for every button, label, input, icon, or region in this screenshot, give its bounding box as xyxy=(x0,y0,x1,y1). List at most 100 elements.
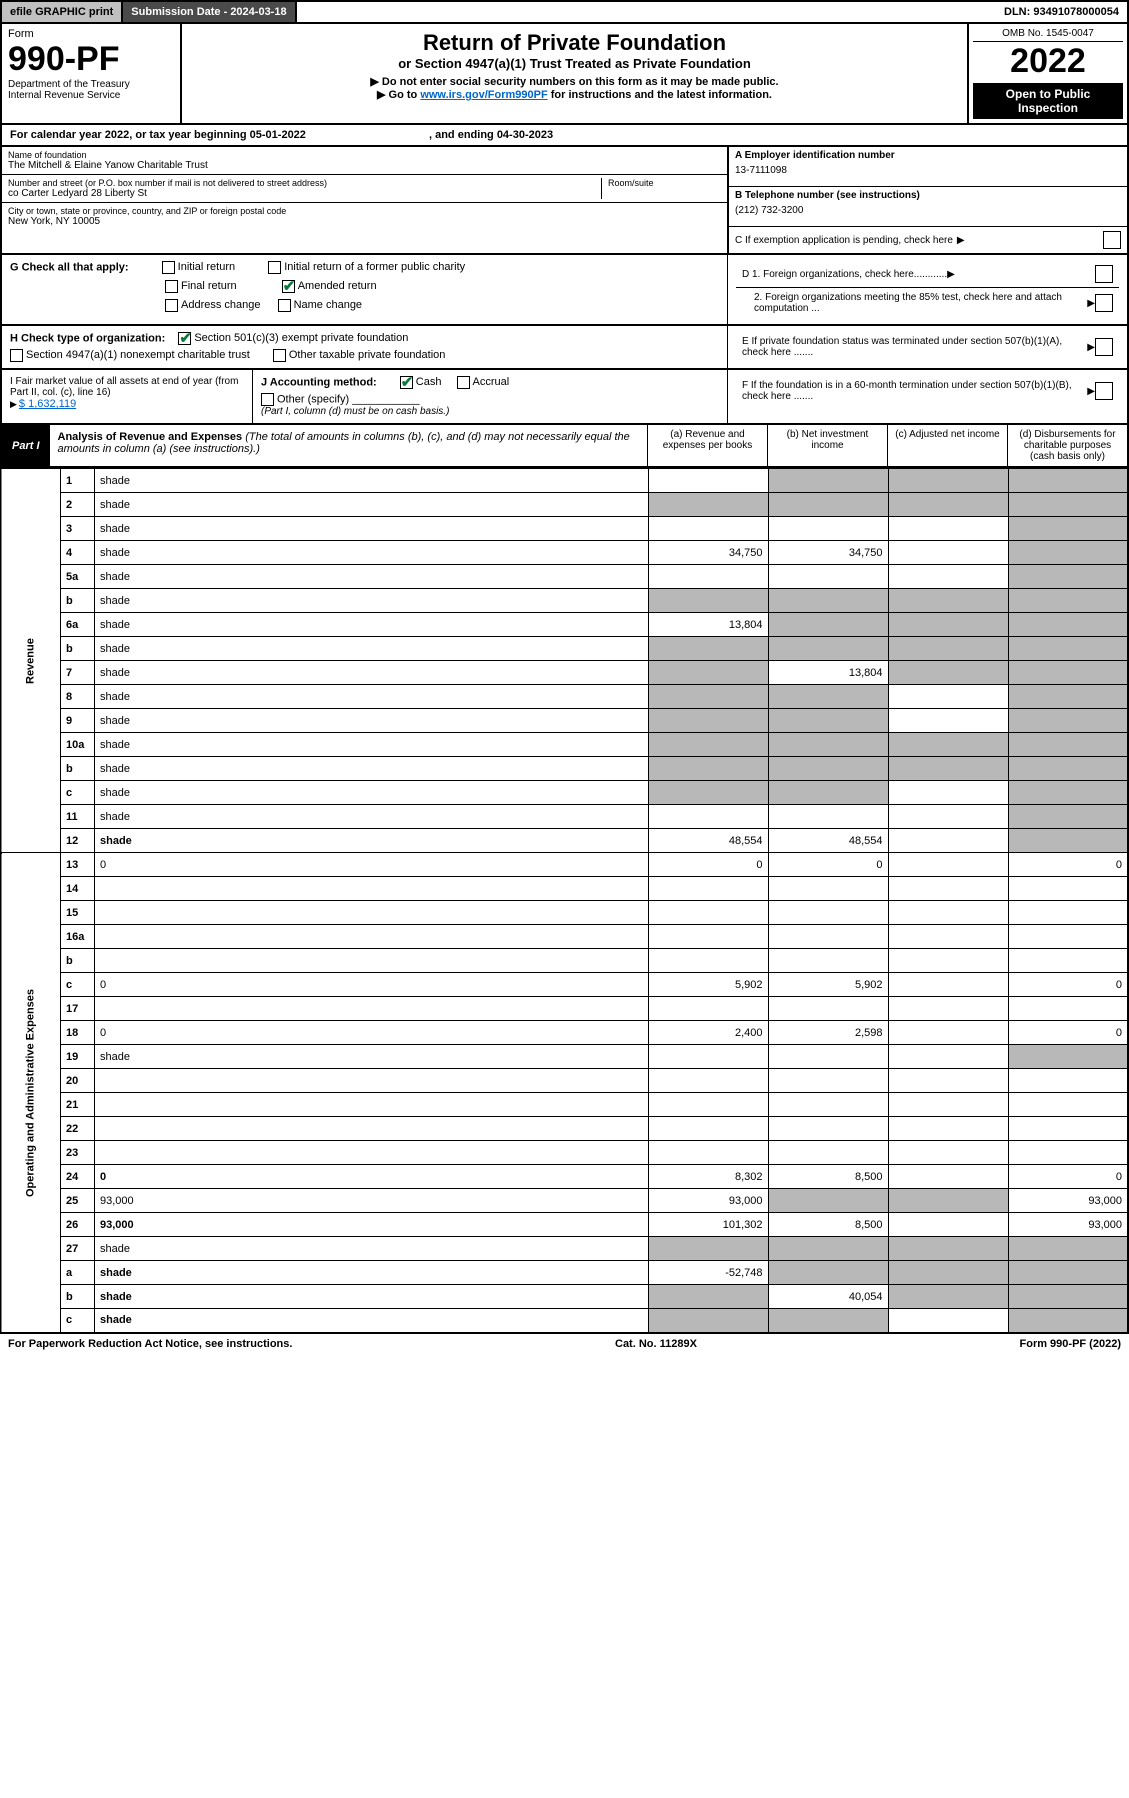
line-number: 5a xyxy=(61,565,95,589)
paperwork-notice: For Paperwork Reduction Act Notice, see … xyxy=(8,1338,292,1350)
table-row: bshade xyxy=(1,757,1128,781)
j-label: J Accounting method: xyxy=(261,376,377,388)
cell-col-b xyxy=(768,1261,888,1285)
table-row: bshade xyxy=(1,589,1128,613)
cell-col-a: 93,000 xyxy=(648,1189,768,1213)
cell-col-b xyxy=(768,1309,888,1333)
cell-col-c xyxy=(888,733,1008,757)
top-bar: efile GRAPHIC print Submission Date - 20… xyxy=(0,0,1129,24)
cell-col-a xyxy=(648,877,768,901)
phone-value: (212) 732-3200 xyxy=(735,205,1121,216)
cb-final-return[interactable] xyxy=(165,280,178,293)
cell-col-b xyxy=(768,925,888,949)
cell-col-a xyxy=(648,637,768,661)
cell-col-a: 34,750 xyxy=(648,541,768,565)
cb-amended-return[interactable] xyxy=(282,280,295,293)
line-number: 4 xyxy=(61,541,95,565)
cell-col-a xyxy=(648,1237,768,1261)
table-row: 11shade xyxy=(1,805,1128,829)
line-description xyxy=(95,925,649,949)
cell-col-b: 13,804 xyxy=(768,661,888,685)
cell-col-b xyxy=(768,1093,888,1117)
cb-initial-return[interactable] xyxy=(162,261,175,274)
cell-col-c xyxy=(888,1189,1008,1213)
d1-checkbox[interactable] xyxy=(1095,265,1113,283)
line-number: 8 xyxy=(61,685,95,709)
cb-former-public[interactable] xyxy=(268,261,281,274)
opt-othertax: Other taxable private foundation xyxy=(289,349,446,361)
line-number: 2 xyxy=(61,493,95,517)
cell-col-a xyxy=(648,1069,768,1093)
cell-col-a xyxy=(648,1045,768,1069)
cell-col-a xyxy=(648,1117,768,1141)
col-b-header: (b) Net investment income xyxy=(767,425,887,466)
line-number: 21 xyxy=(61,1093,95,1117)
cell-col-a xyxy=(648,661,768,685)
line-description: 0 xyxy=(95,973,649,997)
cell-col-c xyxy=(888,1093,1008,1117)
cell-col-d xyxy=(1008,757,1128,781)
cell-col-a: 13,804 xyxy=(648,613,768,637)
form-ref: Form 990-PF (2022) xyxy=(1020,1338,1121,1350)
c-checkbox[interactable] xyxy=(1103,231,1121,249)
cell-col-c xyxy=(888,1141,1008,1165)
f-label: F If the foundation is in a 60-month ter… xyxy=(742,380,1087,402)
cell-col-d xyxy=(1008,1045,1128,1069)
cb-address-change[interactable] xyxy=(165,299,178,312)
cell-col-b: 34,750 xyxy=(768,541,888,565)
cell-col-b: 5,902 xyxy=(768,973,888,997)
line-description: shade xyxy=(95,469,649,493)
opt-namechg: Name change xyxy=(294,299,363,311)
line-description: shade xyxy=(95,1285,649,1309)
efile-print-button[interactable]: efile GRAPHIC print xyxy=(2,2,123,22)
cell-col-c xyxy=(888,901,1008,925)
cell-col-a xyxy=(648,1093,768,1117)
cell-col-b xyxy=(768,901,888,925)
street-address: co Carter Ledyard 28 Liberty St xyxy=(8,188,601,199)
cb-other-taxable[interactable] xyxy=(273,349,286,362)
cell-col-b xyxy=(768,517,888,541)
cell-col-a xyxy=(648,565,768,589)
cb-4947[interactable] xyxy=(10,349,23,362)
cell-col-c xyxy=(888,925,1008,949)
cb-cash[interactable] xyxy=(400,376,413,389)
cell-col-c xyxy=(888,829,1008,853)
cell-col-b xyxy=(768,781,888,805)
cell-col-d xyxy=(1008,709,1128,733)
cell-col-c xyxy=(888,1069,1008,1093)
line-number: 18 xyxy=(61,1021,95,1045)
cb-accrual[interactable] xyxy=(457,376,470,389)
cb-501c3[interactable] xyxy=(178,332,191,345)
line-description: shade xyxy=(95,805,649,829)
cell-col-a xyxy=(648,997,768,1021)
line-description: 0 xyxy=(95,1021,649,1045)
opt-501c3: Section 501(c)(3) exempt private foundat… xyxy=(194,332,408,344)
cb-other-method[interactable] xyxy=(261,393,274,406)
f-checkbox[interactable] xyxy=(1095,382,1113,400)
form-title: Return of Private Foundation xyxy=(188,30,961,56)
opt-4947: Section 4947(a)(1) nonexempt charitable … xyxy=(26,349,250,361)
cell-col-c xyxy=(888,565,1008,589)
cell-col-d xyxy=(1008,685,1128,709)
part1-header: Part I Analysis of Revenue and Expenses … xyxy=(0,425,1129,468)
cell-col-b xyxy=(768,589,888,613)
line-description xyxy=(95,1069,649,1093)
e-checkbox[interactable] xyxy=(1095,338,1113,356)
table-row: 2408,3028,5000 xyxy=(1,1165,1128,1189)
note-goto-pre: ▶ Go to xyxy=(377,89,420,101)
cb-name-change[interactable] xyxy=(278,299,291,312)
col-a-header: (a) Revenue and expenses per books xyxy=(647,425,767,466)
i-value[interactable]: $ 1,632,119 xyxy=(19,398,76,410)
j-note: (Part I, column (d) must be on cash basi… xyxy=(261,406,719,417)
cell-col-c xyxy=(888,709,1008,733)
table-row: 17 xyxy=(1,997,1128,1021)
line-description xyxy=(95,1093,649,1117)
cell-col-d xyxy=(1008,589,1128,613)
table-row: 15 xyxy=(1,901,1128,925)
irs-link[interactable]: www.irs.gov/Form990PF xyxy=(420,89,547,101)
cell-col-b: 8,500 xyxy=(768,1165,888,1189)
opt-initial: Initial return xyxy=(178,261,235,273)
d2-checkbox[interactable] xyxy=(1095,294,1113,312)
cell-col-a: 0 xyxy=(648,853,768,877)
line-description: 0 xyxy=(95,853,649,877)
